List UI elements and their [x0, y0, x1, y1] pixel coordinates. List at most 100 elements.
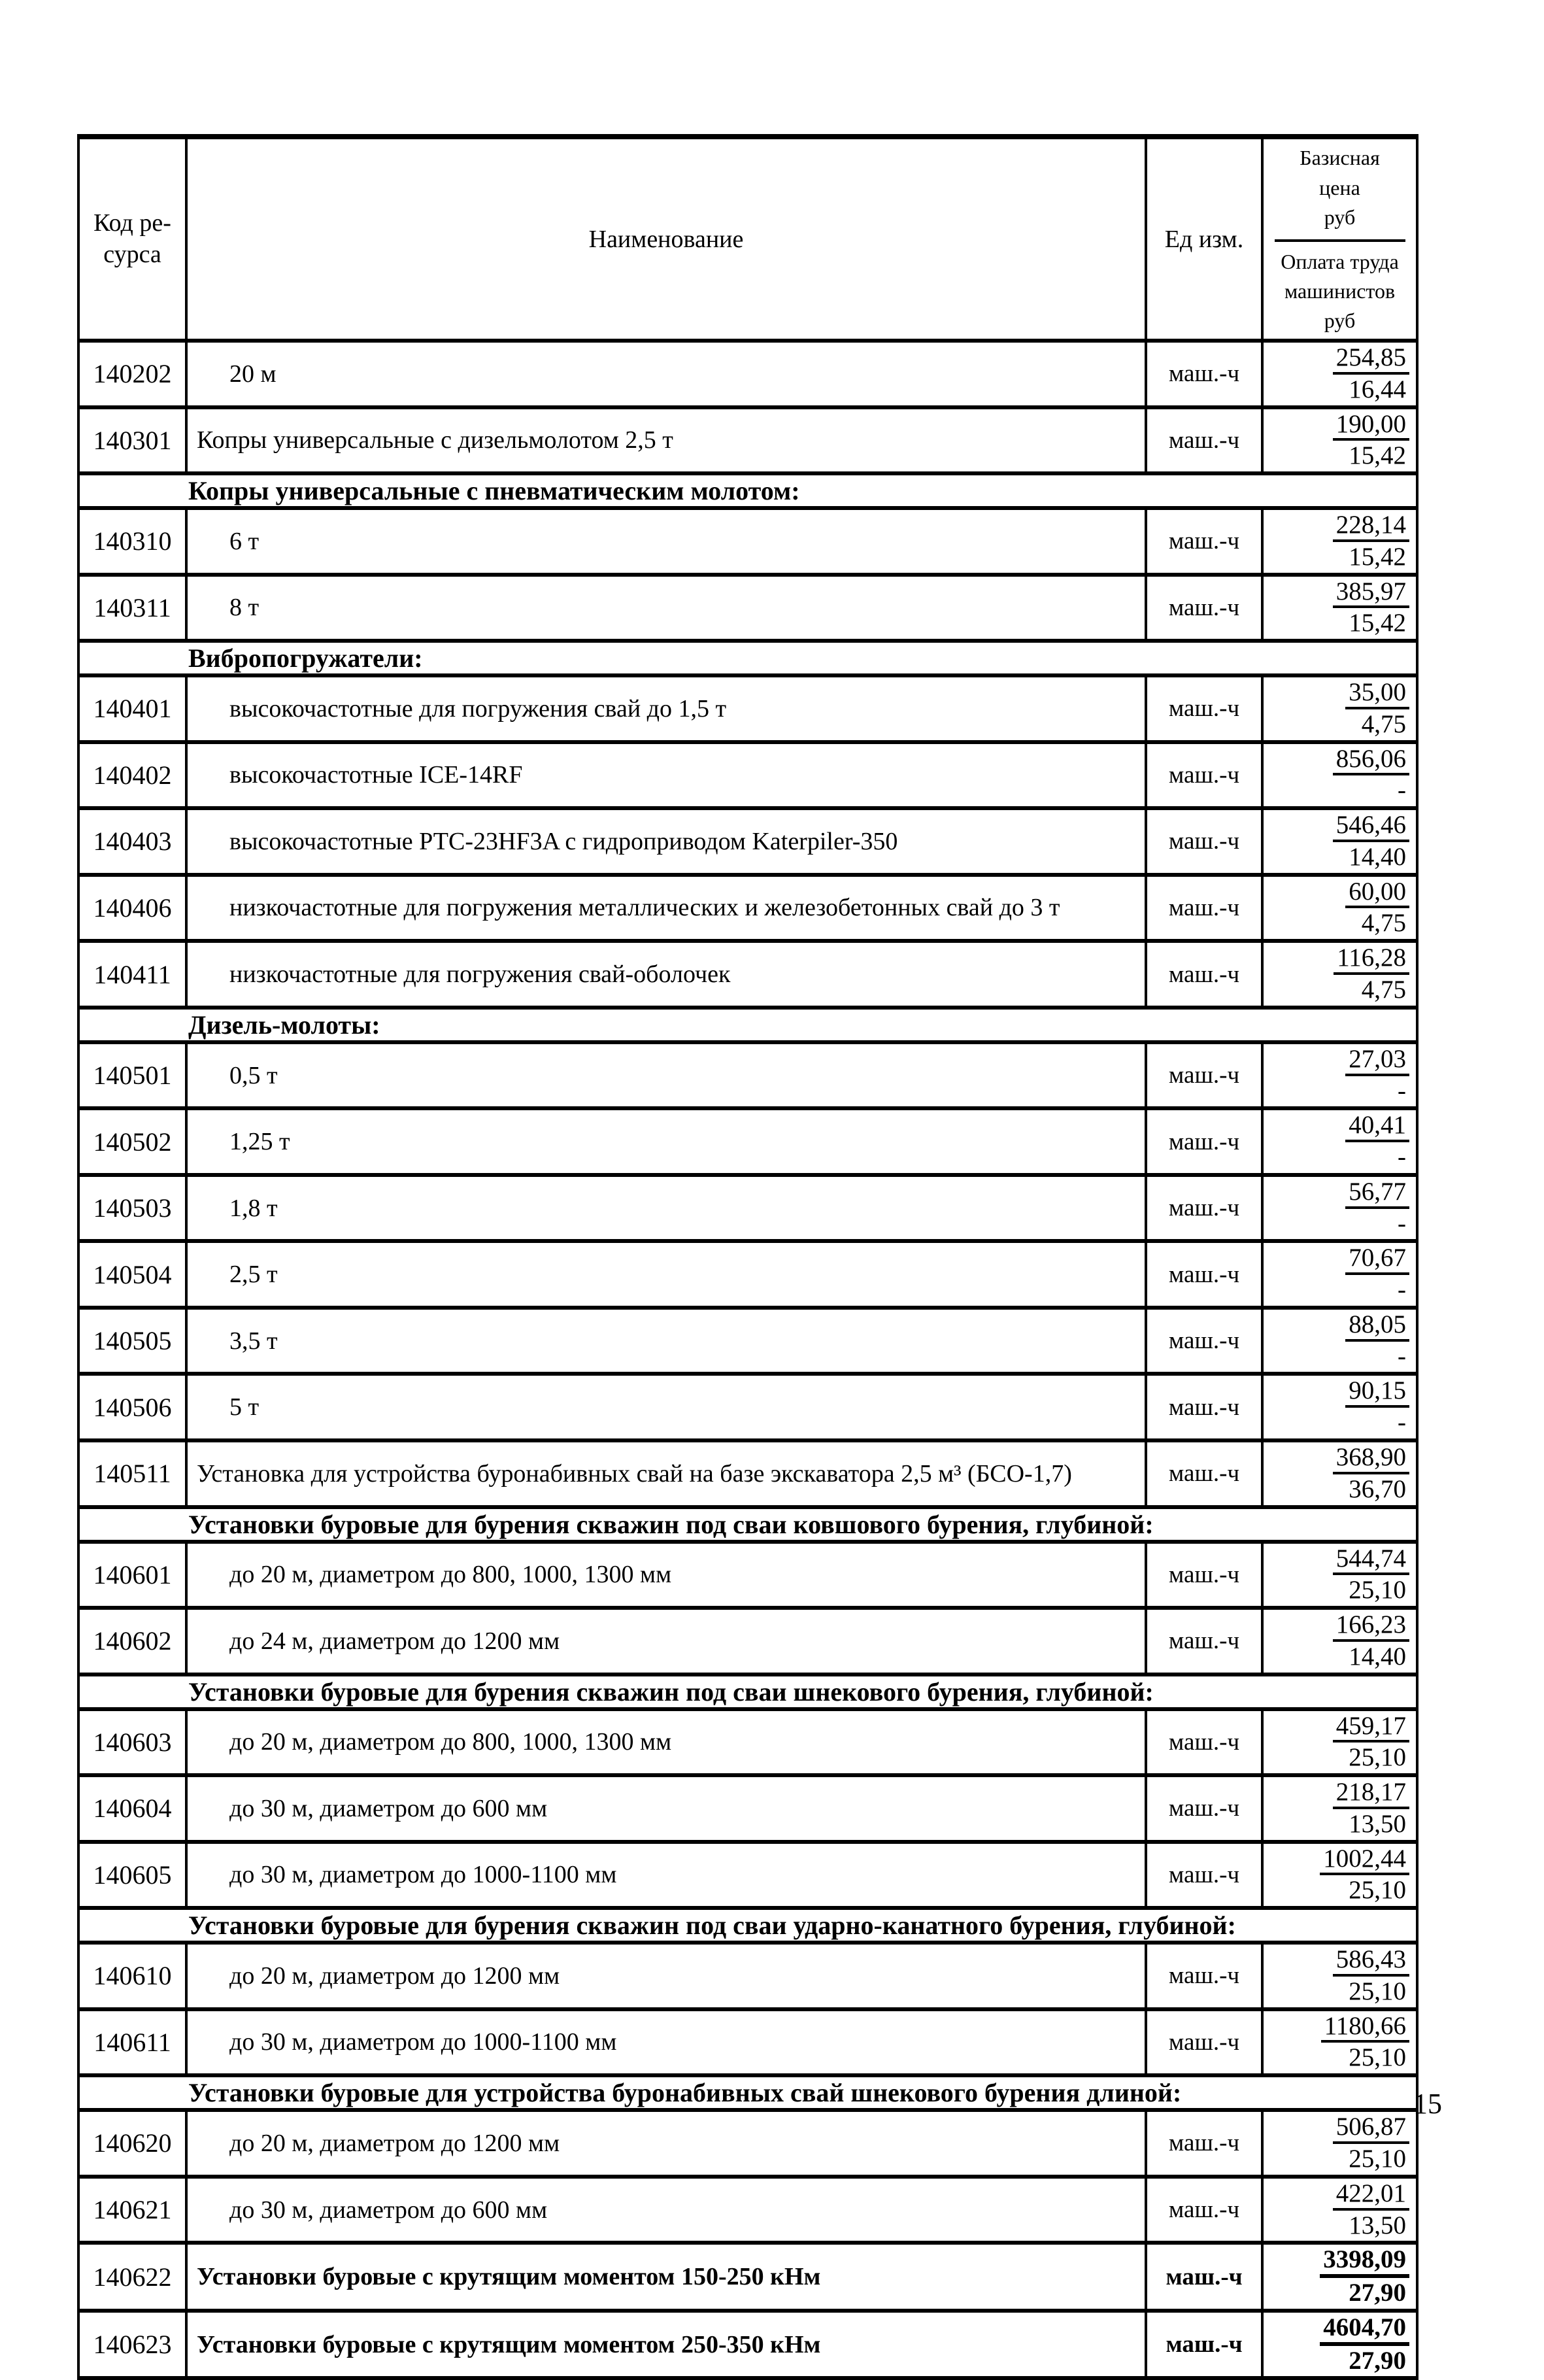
base-price-cell: 218,17 13,50	[1261, 1773, 1418, 1844]
resource-code-cell: 140610	[77, 1941, 188, 2011]
base-price-header-label: Базисная цена руб	[1300, 146, 1380, 230]
section-row: Установки буровые для бурения скважин по…	[77, 1504, 1418, 1544]
machinist-labor-value: -	[1398, 1143, 1406, 1172]
section-header-cell: Установки буровые для бурения скважин по…	[77, 1672, 1418, 1711]
base-price-cell: 1002,44 25,10	[1261, 1839, 1418, 1911]
machinist-labor-value: 15,42	[1349, 609, 1406, 638]
base-price-value: 856,06	[1332, 746, 1409, 776]
col-header-base-price: Базисная цена руб Оплата труда машинисто…	[1261, 134, 1418, 343]
machinist-labor-value: 27,90	[1349, 2279, 1406, 2307]
resource-name-cell: 0,5 т	[185, 1040, 1147, 1111]
table-row: 140610 до 20 м, диаметром до 1200 мм маш…	[77, 1941, 1418, 2011]
resource-price-table: Код ре- сурса Наименование Ед изм. Базис…	[77, 134, 1418, 2380]
machinist-labor-header-label: Оплата труда машинистов руб	[1281, 249, 1399, 333]
unit-cell: маш.-ч	[1145, 2308, 1264, 2380]
resource-name-cell: высокочастотные ICE-14RF	[185, 740, 1147, 811]
base-price-cell: 254,85 16,44	[1261, 339, 1418, 409]
base-price-line: 35,00	[1265, 679, 1409, 709]
header-fraction-line	[1274, 239, 1405, 242]
section-row: Установки буровые для устройства буронаб…	[77, 2073, 1418, 2113]
machinist-labor-value: 16,44	[1349, 375, 1406, 403]
base-price-line: 228,14	[1265, 512, 1409, 542]
machinist-labor-value: 27,90	[1349, 2346, 1406, 2375]
resource-code-cell: 140506	[77, 1372, 188, 1442]
base-price-cell: 60,00 4,75	[1261, 872, 1418, 944]
base-price-cell: 385,97 15,42	[1261, 572, 1418, 643]
base-price-line: 459,17	[1265, 1713, 1409, 1743]
table-row: 140502 1,25 т маш.-ч 40,41 -	[77, 1106, 1418, 1177]
unit-cell: маш.-ч	[1145, 506, 1264, 577]
resource-code-cell: 140310	[77, 506, 188, 577]
resource-name-cell: Установки буровые с крутящим моментом 25…	[185, 2308, 1147, 2380]
resource-name-cell: 2,5 т	[185, 1239, 1147, 1310]
base-price-line: 1002,44	[1265, 1846, 1409, 1876]
machinist-labor-value: -	[1398, 1209, 1406, 1238]
table-body: 140202 20 м маш.-ч 254,85 16,44 140301 К…	[77, 339, 1418, 2380]
unit-cell: маш.-ч	[1145, 1305, 1264, 1376]
table-row: 140506 5 т маш.-ч 90,15 -	[77, 1372, 1418, 1442]
machinist-labor-value: -	[1398, 1076, 1406, 1105]
resource-name-cell: 20 м	[185, 339, 1147, 409]
machinist-labor-value: 36,70	[1349, 1474, 1406, 1503]
page-number: 15	[1413, 2088, 1442, 2120]
base-price-cell: 506,87 25,10	[1261, 2108, 1418, 2179]
base-price-value: 1180,66	[1320, 2013, 1409, 2043]
base-price-cell: 166,23 14,40	[1261, 1606, 1418, 1676]
machinist-labor-value: 4,75	[1361, 909, 1406, 938]
base-price-line: 586,43	[1265, 1946, 1409, 1977]
machinist-labor-value: -	[1398, 1342, 1406, 1370]
resource-code-cell: 140504	[77, 1239, 188, 1310]
base-price-cell: 459,17 25,10	[1261, 1707, 1418, 1778]
resource-code-cell: 140601	[77, 1539, 188, 1610]
section-row: Установки буровые для бурения скважин по…	[77, 1672, 1418, 1711]
resource-code-cell: 140301	[77, 405, 188, 476]
resource-name-cell: до 20 м, диаметром до 1200 мм	[185, 1941, 1147, 2011]
base-price-cell: 422,01 13,50	[1261, 2174, 1418, 2245]
base-price-line: 70,67	[1265, 1245, 1409, 1276]
resource-name-cell: 6 т	[185, 506, 1147, 577]
resource-code-cell: 140502	[77, 1106, 188, 1177]
resource-name-cell: до 20 м, диаметром до 1200 мм	[185, 2108, 1147, 2179]
base-price-line: 254,85	[1265, 345, 1409, 375]
base-price-value: 90,15	[1345, 1378, 1409, 1408]
machinist-labor-value: 25,10	[1349, 2043, 1406, 2072]
col-header-name: Наименование	[185, 134, 1147, 343]
base-price-cell: 4604,70 27,90	[1261, 2308, 1418, 2380]
base-price-line: 506,87	[1265, 2114, 1409, 2144]
base-price-line: 190,00	[1265, 411, 1409, 441]
machinist-labor-value: 14,40	[1349, 1642, 1406, 1671]
resource-name-cell: до 24 м, диаметром до 1200 мм	[185, 1606, 1147, 1676]
base-price-line: 27,03	[1265, 1046, 1409, 1076]
machinist-labor-value: 4,75	[1361, 709, 1406, 738]
col-header-resource-code: Код ре- сурса	[77, 134, 188, 343]
base-price-line: 166,23	[1265, 1612, 1409, 1642]
base-price-cell: 90,15 -	[1261, 1372, 1418, 1442]
table-row: 140403 высокочастотные РТС-23HF3A с гидр…	[77, 806, 1418, 877]
base-price-value: 368,90	[1332, 1444, 1409, 1474]
base-price-cell: 228,14 15,42	[1261, 506, 1418, 577]
section-header-cell: Установки буровые для бурения скважин по…	[77, 1504, 1418, 1544]
base-price-cell: 40,41 -	[1261, 1106, 1418, 1177]
unit-cell: маш.-ч	[1145, 806, 1264, 877]
base-price-cell: 190,00 15,42	[1261, 405, 1418, 476]
base-price-value: 459,17	[1332, 1713, 1409, 1743]
section-header-cell: Установки буровые для устройства буронаб…	[77, 2073, 1418, 2113]
resource-code-cell: 140621	[77, 2174, 188, 2245]
base-price-cell: 116,28 4,75	[1261, 939, 1418, 1010]
unit-cell: маш.-ч	[1145, 1172, 1264, 1244]
resource-code-cell: 140603	[77, 1707, 188, 1778]
resource-name-cell: 1,25 т	[185, 1106, 1147, 1177]
base-price-cell: 88,05 -	[1261, 1305, 1418, 1376]
table-row: 140503 1,8 т маш.-ч 56,77 -	[77, 1172, 1418, 1244]
unit-cell: маш.-ч	[1145, 1372, 1264, 1442]
resource-name-cell: до 20 м, диаметром до 800, 1000, 1300 мм	[185, 1707, 1147, 1778]
unit-cell: маш.-ч	[1145, 740, 1264, 811]
unit-cell: маш.-ч	[1145, 1106, 1264, 1177]
machinist-labor-value: 15,42	[1349, 441, 1406, 470]
base-price-line: 88,05	[1265, 1312, 1409, 1342]
unit-cell: маш.-ч	[1145, 1941, 1264, 2011]
base-price-line: 3398,09	[1265, 2247, 1409, 2279]
section-header-cell: Установки буровые для бурения скважин по…	[77, 1906, 1418, 1945]
resource-code-cell: 140406	[77, 872, 188, 944]
section-row: Установки буровые для бурения скважин по…	[77, 1906, 1418, 1945]
